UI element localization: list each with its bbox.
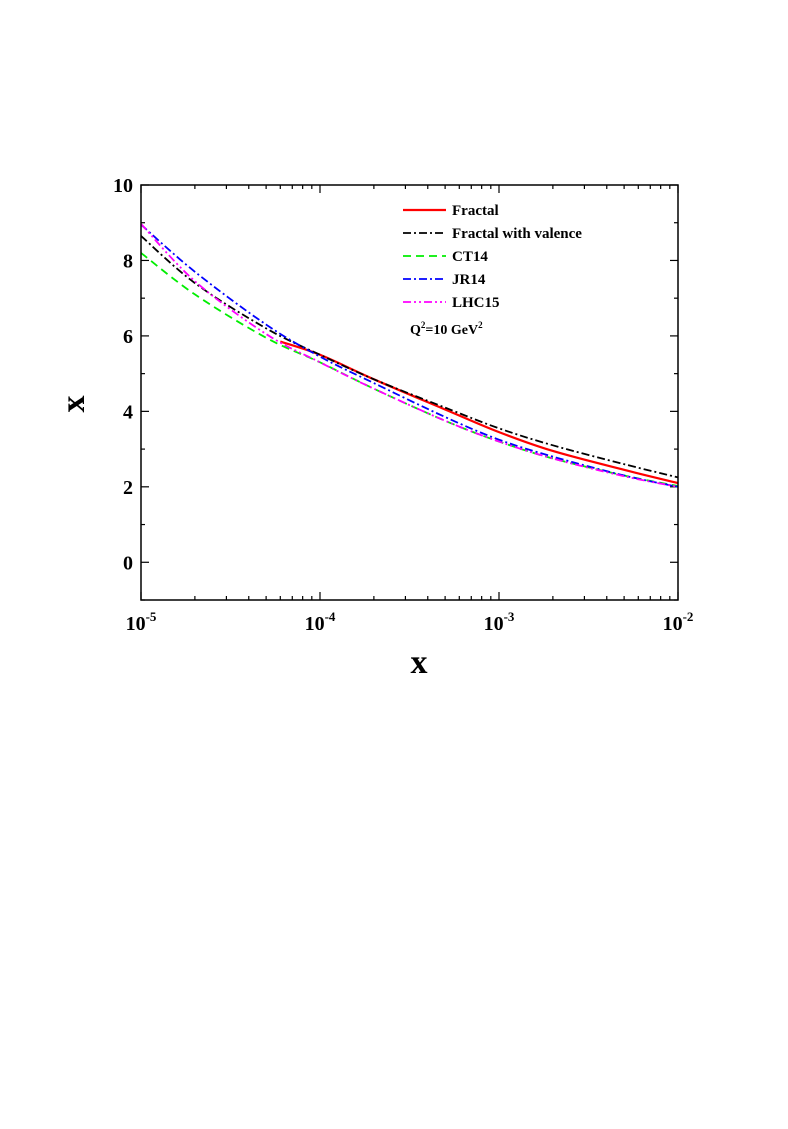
y-tick-label: 6 bbox=[123, 326, 133, 348]
series-line-fractal bbox=[279, 340, 679, 485]
x-tick-label: 10-2 bbox=[663, 609, 694, 635]
legend-label: Fractal with valence bbox=[452, 226, 582, 242]
series-lines bbox=[140, 223, 679, 488]
series-line-jr14 bbox=[140, 223, 679, 488]
legend-label: JR14 bbox=[452, 272, 486, 288]
legend-label: LHC15 bbox=[452, 295, 500, 311]
legend-label: CT14 bbox=[452, 249, 488, 265]
annotation-q2: Q2=10 GeV2 bbox=[410, 320, 483, 338]
legend-label: Fractal bbox=[452, 203, 499, 219]
y-tick-label: 8 bbox=[123, 250, 133, 272]
y-axis-label: x bbox=[55, 396, 92, 413]
plot-frame bbox=[140, 184, 679, 601]
x-tick-label: 10-5 bbox=[126, 609, 157, 635]
x-axis-label: x bbox=[411, 644, 428, 681]
x-tick-labels: 10-5 10-4 10-3 10-2 bbox=[126, 609, 694, 635]
series-line-lhc15 bbox=[140, 223, 679, 488]
legend: Fractal Fractal with valence CT14 JR14 LHC15 bbox=[403, 203, 582, 311]
y-tick-label: 4 bbox=[123, 401, 133, 423]
series-line-ct14 bbox=[140, 252, 679, 487]
y-tick-label: 0 bbox=[123, 552, 133, 574]
y-tick-label: 10 bbox=[113, 175, 133, 197]
axis-ticks bbox=[140, 184, 679, 601]
y-tick-label: 2 bbox=[123, 477, 133, 499]
series-line-fractal-with-valence bbox=[140, 235, 679, 479]
x-tick-label: 10-4 bbox=[305, 609, 336, 635]
y-tick-labels: 0 2 4 6 8 10 bbox=[113, 175, 133, 574]
x-tick-label: 10-3 bbox=[484, 609, 515, 635]
